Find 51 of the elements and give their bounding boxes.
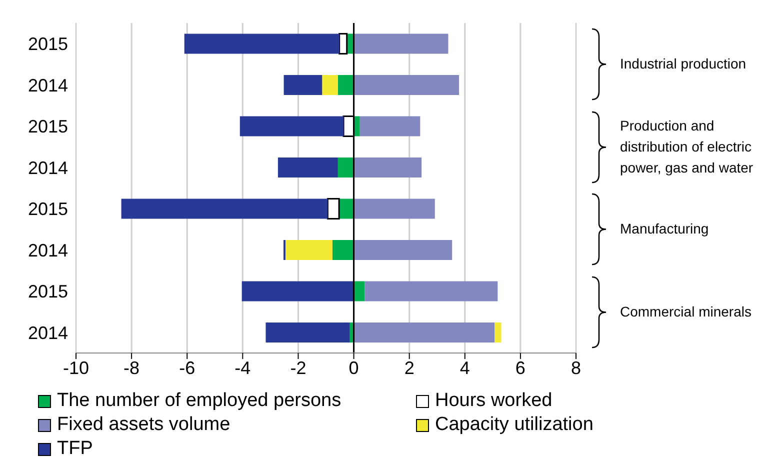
- y-tick-label: 2015: [28, 199, 68, 220]
- text: Manufacturing: [620, 220, 710, 239]
- bar: [285, 240, 332, 260]
- legend-label: Fixed assets volume: [57, 414, 230, 436]
- text: Commercial minerals: [620, 302, 752, 322]
- x-tick-label: 2: [404, 358, 414, 378]
- bar: [121, 198, 328, 219]
- y-tick-label: 2015: [28, 34, 68, 54]
- x-tick-label: 0: [348, 358, 359, 378]
- y-tick-label: 2014: [28, 158, 68, 178]
- bar: [184, 34, 340, 54]
- x-tick-label: -6: [179, 358, 196, 378]
- bar: [354, 74, 460, 95]
- legend-label: Hours worked: [435, 390, 552, 412]
- x-tick-label: -4: [234, 358, 251, 378]
- bar: [354, 322, 495, 342]
- bar: [364, 281, 498, 302]
- bar: [242, 281, 354, 302]
- bar: [278, 157, 338, 178]
- bar: [354, 281, 365, 302]
- bar: [360, 116, 420, 136]
- bar: [326, 198, 340, 220]
- y-tick-label: 2015: [28, 116, 68, 137]
- legend-label: TFP: [57, 438, 93, 458]
- legend-label: The number of employed persons: [57, 390, 342, 412]
- bar: [494, 322, 502, 342]
- bar: [284, 74, 322, 95]
- bar: [240, 116, 344, 136]
- bar: [266, 322, 350, 342]
- bar: [354, 198, 435, 219]
- bar: [322, 74, 338, 95]
- y-tick-label: 2015: [28, 282, 68, 302]
- x-tick-label: 6: [515, 358, 526, 378]
- text: Industrial production: [620, 54, 748, 74]
- y-tick-label: 2014: [28, 240, 68, 260]
- x-tick-label: 4: [460, 358, 470, 378]
- y-tick-label: 2014: [28, 322, 68, 343]
- y-tick-label: 2014: [28, 75, 68, 96]
- bar: [338, 32, 348, 54]
- bar: [338, 157, 354, 178]
- x-tick-label: -8: [124, 358, 140, 378]
- bar: [354, 34, 448, 54]
- x-tick-label: 8: [570, 358, 582, 378]
- bar: [354, 157, 422, 178]
- bar: [354, 240, 452, 260]
- x-tick-label: -2: [290, 358, 306, 378]
- x-tick-label: -10: [62, 358, 90, 378]
- text: Production and distribution of electric power, gas and water: [620, 116, 754, 178]
- legend-label: Capacity utilization: [435, 414, 594, 436]
- bar: [338, 74, 354, 95]
- bar: [332, 240, 354, 260]
